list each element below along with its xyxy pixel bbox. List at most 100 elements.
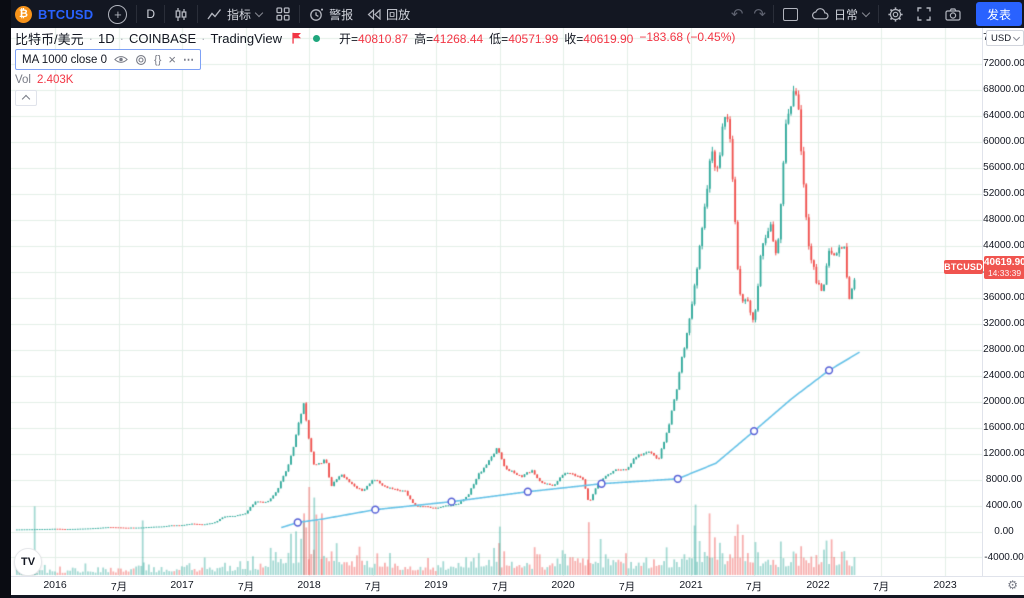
symbol-search-button[interactable]: ₿ BTCUSD	[11, 5, 101, 23]
chart-type-button[interactable]	[167, 2, 195, 26]
dot-separator: ·	[119, 30, 124, 46]
last-price-symbol-tag: BTCUSD	[944, 260, 983, 275]
toolbar-symbol-name: BTCUSD	[38, 6, 94, 22]
last-price-value: 40619.90	[984, 257, 1024, 269]
indicator-templates-button[interactable]	[269, 2, 297, 26]
tradingview-watermark[interactable]: TV	[14, 548, 42, 576]
last-price-label: 40619.90 14:33:39	[984, 256, 1024, 280]
ohlc-values: 开=40810.87 高=41268.44 低=40571.99 收=40619…	[339, 30, 735, 47]
time-axis-label: 2019	[424, 579, 448, 591]
time-axis-label: 2022	[806, 579, 830, 591]
divider	[164, 5, 166, 23]
low-label: 低=	[489, 31, 509, 46]
single-layout-icon	[782, 7, 798, 21]
time-axis-label: 7月	[110, 581, 128, 593]
flag-icon[interactable]	[291, 32, 302, 44]
time-axis-label: 2020	[551, 579, 575, 591]
price-axis-label: 36000.00	[983, 292, 1024, 303]
indicator-settings-icon[interactable]	[135, 54, 147, 66]
replay-button[interactable]: 回放	[360, 2, 417, 26]
price-chart-canvas[interactable]	[11, 28, 982, 576]
price-axis-label: 4000.00	[985, 500, 1023, 511]
close-label: 收=	[564, 31, 584, 46]
symbol-legend-row: 比特币/美元 · 1D · COINBASE · TradingView 开=4…	[15, 30, 735, 47]
eye-icon[interactable]	[114, 55, 128, 64]
publish-button[interactable]: 发表	[975, 2, 1022, 26]
time-axis-label: 2016	[43, 579, 67, 591]
price-axis-label: 24000.00	[983, 370, 1024, 381]
screenshot-button[interactable]	[938, 2, 968, 26]
time-axis[interactable]: ⚙ 2016 7月 2017 7月 2018 7月 2019 7月 2020 7月 2021 7月 20…	[11, 576, 1024, 595]
price-axis-label: 12000.00	[983, 448, 1024, 459]
fullscreen-button[interactable]	[910, 2, 938, 26]
currency-label: USD	[991, 32, 1012, 44]
price-axis-label: 56000.00	[983, 162, 1024, 173]
price-axis-label: 64000.00	[983, 110, 1024, 121]
change-value: −183.68 (−0.45%)	[639, 29, 736, 44]
cloud-icon	[812, 8, 829, 20]
alert-label: 警报	[329, 7, 354, 22]
price-axis-label: 72000.00	[983, 58, 1024, 69]
chart-pane: 比特币/美元 · 1D · COINBASE · TradingView 开=4…	[11, 28, 1024, 595]
close-value: 40619.90	[583, 31, 634, 46]
cloud-layout-button[interactable]: 日常	[805, 2, 876, 26]
left-edge-strip	[0, 0, 11, 598]
price-axis-label: 52000.00	[983, 188, 1024, 199]
indicators-button[interactable]: 指标	[200, 2, 269, 26]
price-axis-label: 68000.00	[983, 84, 1024, 95]
currency-dropdown[interactable]: USD	[986, 30, 1024, 46]
market-status-icon[interactable]	[313, 34, 321, 42]
price-axis-label: 28000.00	[983, 344, 1024, 355]
undo-button[interactable]: ↶	[726, 2, 749, 26]
remove-indicator-icon[interactable]: ×	[168, 52, 176, 67]
alert-button[interactable]: 警报	[302, 2, 360, 26]
divider	[877, 5, 879, 23]
dot-separator: ·	[201, 30, 206, 46]
price-axis-label: 32000.00	[983, 318, 1024, 329]
select-layout-button[interactable]	[776, 2, 805, 26]
chart-legend: 比特币/美元 · 1D · COINBASE · TradingView 开=4…	[15, 30, 735, 106]
fullscreen-icon	[917, 7, 931, 21]
legend-collapse-button[interactable]	[15, 90, 37, 106]
time-axis-label: 2018	[297, 579, 321, 591]
layout-grid-icon	[276, 7, 290, 21]
dot-separator: ·	[88, 30, 93, 46]
symbol-description[interactable]: 比特币/美元	[15, 31, 84, 47]
ma-indicator-label: MA 1000 close 0	[22, 53, 108, 66]
top-toolbar: ₿ BTCUSD + D 指标 警报 回放 ↶ ↷ 日常	[11, 0, 1024, 28]
settings-button[interactable]	[881, 2, 910, 26]
legend-interval[interactable]: 1D	[97, 30, 115, 46]
plus-icon: +	[108, 4, 128, 24]
time-axis-label: 2023	[933, 579, 957, 591]
legend-exchange[interactable]: COINBASE	[128, 30, 197, 46]
volume-label: Vol	[15, 74, 31, 86]
volume-legend-row[interactable]: Vol 2.403K	[15, 74, 735, 86]
alarm-clock-icon	[309, 7, 324, 22]
chevron-up-icon	[21, 94, 31, 104]
source-code-icon[interactable]: {}	[154, 53, 162, 66]
indicator-legend-ma[interactable]: MA 1000 close 0 {} × ⋯	[15, 49, 201, 70]
price-axis-label: 16000.00	[983, 422, 1024, 433]
price-axis-label: 60000.00	[983, 136, 1024, 147]
gear-icon	[888, 6, 903, 22]
legend-vendor[interactable]: TradingView	[210, 30, 283, 46]
chevron-down-icon	[861, 8, 871, 17]
time-axis-label: 7月	[872, 581, 890, 593]
interval-button[interactable]: D	[139, 2, 162, 26]
open-value: 40810.87	[358, 31, 409, 46]
indicators-label: 指标	[227, 7, 252, 22]
high-value: 41268.44	[433, 31, 484, 46]
price-axis-label: 8000.00	[985, 474, 1023, 485]
camera-icon	[945, 7, 961, 21]
price-axis[interactable]: USD 40619.90 14:33:39 76000.0072000.0068…	[982, 28, 1024, 576]
redo-button[interactable]: ↷	[748, 2, 771, 26]
candlestick-icon	[174, 7, 188, 22]
bitcoin-icon: ₿	[15, 5, 32, 23]
rewind-icon	[367, 8, 381, 20]
chevron-down-icon	[254, 8, 264, 17]
compare-add-button[interactable]: +	[101, 2, 134, 26]
indicators-icon	[207, 8, 222, 21]
open-label: 开=	[339, 31, 359, 46]
time-axis-settings-icon[interactable]: ⚙	[1007, 578, 1018, 592]
more-options-icon[interactable]: ⋯	[182, 54, 194, 66]
